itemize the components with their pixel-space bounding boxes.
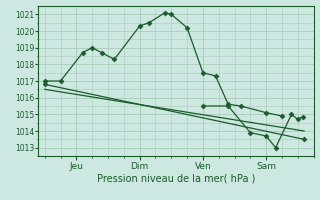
X-axis label: Pression niveau de la mer( hPa ): Pression niveau de la mer( hPa ) [97,173,255,183]
